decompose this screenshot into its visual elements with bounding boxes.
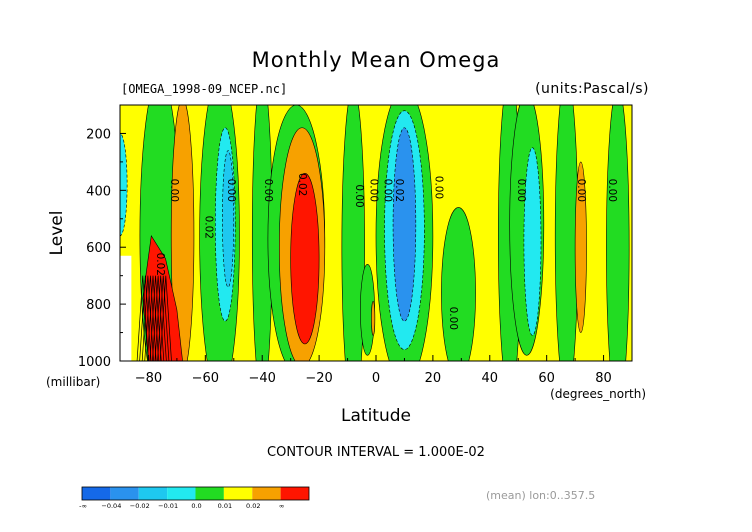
legend-label: ∞ <box>279 502 284 510</box>
contour-line <box>154 275 167 361</box>
contour-region <box>574 161 587 333</box>
y-tick-label: 600 <box>86 241 111 256</box>
plot-area: 0.00 0.00 0.00 0.02 0.00 0.00 0.00 0.02 0.000.00… <box>120 105 632 361</box>
x-tick-label: −40 <box>249 371 276 386</box>
contour-label: 0.00 <box>515 179 527 202</box>
color-legend: -∞ −0.04 −0.02 −0.01 0.0 0.01 0.02 ∞ <box>79 486 310 510</box>
contour-label: 0.00 <box>353 184 365 207</box>
legend-swatch <box>280 487 309 500</box>
y-tick-label: 400 <box>86 184 111 199</box>
contour-region <box>523 147 542 336</box>
y-axis-title: Level <box>47 211 67 256</box>
legend-swatch <box>110 487 139 500</box>
legend-swatch <box>82 487 111 500</box>
contour-label: 0.02 <box>296 173 308 196</box>
contour-label: 0.00 <box>367 179 379 202</box>
contour-region <box>392 127 417 322</box>
contour-region <box>170 105 195 361</box>
x-tick-label: −80 <box>135 371 162 386</box>
contour-label: 0.00 <box>382 179 394 202</box>
contour-label: 0.00 <box>225 179 237 202</box>
contour-label: 0.02 <box>393 179 405 202</box>
contour-label: 0.02 <box>154 253 166 276</box>
legend-swatch <box>167 487 196 500</box>
contour-label: 0.00 <box>575 179 587 202</box>
contour-label: 0.00 <box>447 307 459 330</box>
axes: −80 −60 −40 −20 0 20 40 60 80 200 400 600 800 1000 Lat… <box>46 104 646 426</box>
contour-label: 0.00 <box>168 179 180 202</box>
contour-region <box>606 105 630 361</box>
contour-region <box>441 207 476 361</box>
contour-region <box>554 105 579 361</box>
legend-label: 0.02 <box>246 502 260 510</box>
contour-label: 0.00 <box>433 176 445 199</box>
file-label: [OMEGA_1998-09_NCEP.nc] <box>121 82 288 96</box>
y-tick-label: 800 <box>86 298 111 313</box>
legend-swatch <box>223 487 253 500</box>
contour-label: 0.00 <box>262 179 274 202</box>
contour-region <box>341 105 365 361</box>
x-axis-title: Latitude <box>341 406 411 426</box>
legend-label: 0.0 <box>191 502 201 510</box>
contour-label: 0.02 <box>202 216 214 239</box>
legend-frame <box>81 486 310 501</box>
x-tick-label: 80 <box>595 371 612 386</box>
y-axis-units: (millibar) <box>46 375 100 389</box>
contour-region <box>142 234 183 361</box>
x-tick-label: 0 <box>372 371 380 386</box>
contour-region <box>290 172 320 345</box>
y-tick-label: 1000 <box>78 355 111 370</box>
legend-swatch <box>195 487 224 500</box>
contour-region <box>371 300 376 336</box>
contour-interval: CONTOUR INTERVAL = 1.000E-02 <box>267 445 485 460</box>
x-tick-label: 20 <box>425 371 442 386</box>
legend-label: 0.01 <box>218 502 232 510</box>
contour-line <box>157 275 170 361</box>
missing-data <box>120 255 132 361</box>
chart-title: Monthly Mean Omega <box>251 48 501 72</box>
contour-fields: 0.00 0.00 0.00 0.02 0.00 0.00 0.00 0.02 0.000.00… <box>120 105 632 361</box>
legend-label: −0.04 <box>101 502 121 510</box>
contour-region <box>120 133 128 237</box>
contour-label: 0.00 <box>606 179 618 202</box>
y-tick-label: 200 <box>86 127 111 142</box>
mean-note: (mean) lon:0..357.5 <box>486 489 596 502</box>
x-tick-label: −60 <box>192 371 219 386</box>
x-tick-label: 40 <box>482 371 499 386</box>
legend-swatch <box>138 487 168 500</box>
contour-line <box>159 275 172 361</box>
legend-label: −0.01 <box>158 502 178 510</box>
x-tick-label: 60 <box>538 371 555 386</box>
legend-swatch <box>252 487 281 500</box>
x-tick-label: −20 <box>305 371 332 386</box>
legend-label: -∞ <box>79 502 87 510</box>
contour-region <box>222 150 235 288</box>
units-label: (units:Pascal/s) <box>535 81 649 97</box>
x-axis-units: (degrees_north) <box>550 387 646 401</box>
legend-label: −0.02 <box>130 502 150 510</box>
